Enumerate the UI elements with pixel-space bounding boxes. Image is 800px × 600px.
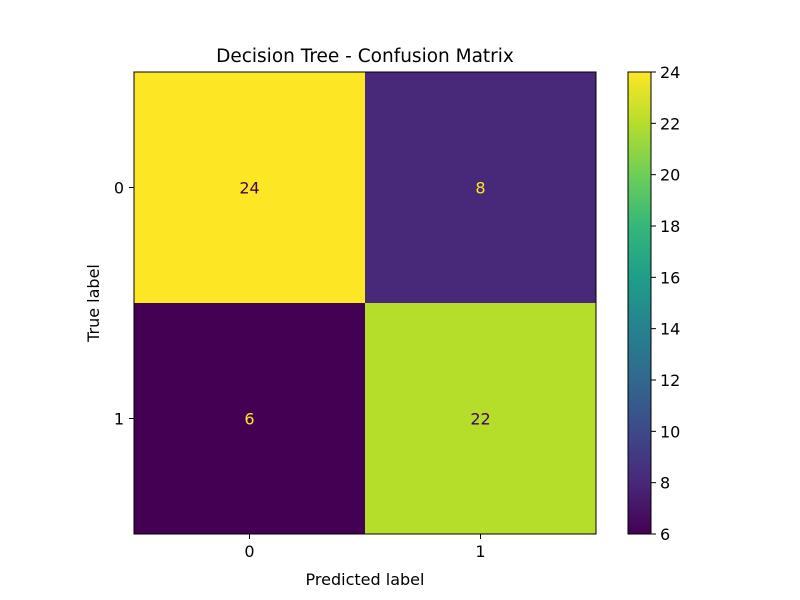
plot-frame xyxy=(133,71,597,535)
colorbar-tick-label: 12 xyxy=(660,371,680,390)
chart-title: Decision Tree - Confusion Matrix xyxy=(216,46,514,67)
cell-value-r0-c0: 24 xyxy=(239,179,259,198)
heatmap-cells xyxy=(134,72,596,534)
cell-value-r0-c1: 8 xyxy=(475,179,485,198)
heatmap-cell-r1-c0 xyxy=(134,303,365,534)
colorbar-tick-label: 14 xyxy=(660,320,680,339)
colorbar-tick-label: 10 xyxy=(660,422,680,441)
heatmap-cell-r0-c0 xyxy=(134,72,365,303)
colorbar-tick-label: 16 xyxy=(660,268,680,287)
x-axis-label: Predicted label xyxy=(306,570,425,589)
heatmap-cell-r1-c1 xyxy=(365,303,596,534)
colorbar-tick-label: 8 xyxy=(660,474,670,493)
colorbar-tick-label: 6 xyxy=(660,525,670,544)
cell-value-r1-c0: 6 xyxy=(244,410,254,429)
colorbar-tick-label: 18 xyxy=(660,217,680,236)
x-tick-label: 1 xyxy=(475,542,485,561)
colorbar-tick-label: 22 xyxy=(660,114,680,133)
x-tick-label: 0 xyxy=(244,542,254,561)
y-axis-label: True label xyxy=(84,264,103,343)
heatmap-cell-labels: 24 8 6 22 xyxy=(239,179,490,429)
heatmap-cell-r0-c1 xyxy=(365,72,596,303)
cell-value-r1-c1: 22 xyxy=(470,410,490,429)
y-tick-label: 0 xyxy=(114,179,124,198)
colorbar-tick-label: 20 xyxy=(660,166,680,185)
colorbar-tick-label: 24 xyxy=(660,63,680,82)
colorbar xyxy=(627,71,652,535)
colorbar-ticks: 6 8 10 12 14 16 18 20 22 24 xyxy=(651,63,680,544)
y-tick-label: 1 xyxy=(114,410,124,429)
y-axis-ticks: 01 xyxy=(114,179,134,429)
